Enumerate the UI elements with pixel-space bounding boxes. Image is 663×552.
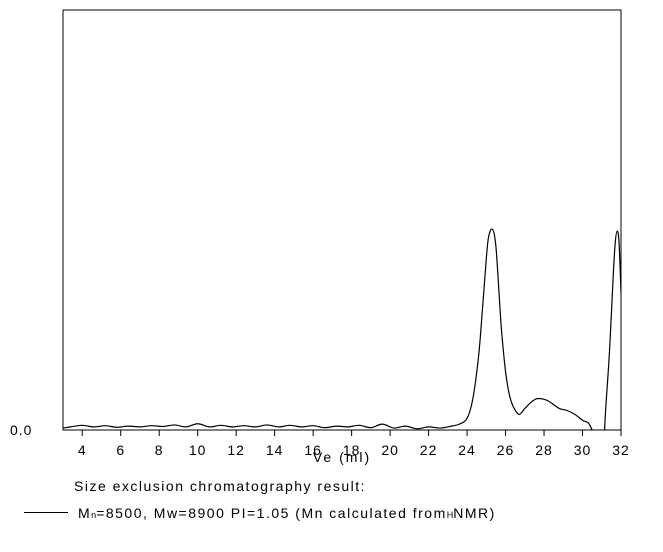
x-tick-label-14: 14 <box>266 442 284 458</box>
x-tick-label-20: 20 <box>381 442 399 458</box>
plot-area-frame <box>62 9 622 431</box>
legend-m-symbol: M <box>78 505 92 521</box>
x-tick-label-4: 4 <box>78 442 87 458</box>
legend-text-b: NMR) <box>453 505 496 521</box>
x-tick-label-8: 8 <box>155 442 164 458</box>
x-tick-label-12: 12 <box>227 442 245 458</box>
x-tick-label-26: 26 <box>497 442 515 458</box>
legend-superscript: H <box>446 510 454 520</box>
x-axis-tick-labels: 4 6 8 10 12 14 16 18 20 22 24 26 28 30 32 <box>78 442 630 458</box>
x-tick-label-24: 24 <box>458 442 476 458</box>
x-tick-label-30: 30 <box>574 442 592 458</box>
x-tick-label-32: 32 <box>612 442 630 458</box>
legend-line-swatch <box>24 512 68 513</box>
x-axis-ticks <box>81 430 622 436</box>
series-line-chromatogram <box>63 228 621 430</box>
x-axis-title: Ve (ml) <box>313 449 371 465</box>
x-tick-label-10: 10 <box>189 442 207 458</box>
legend-m-subscript: n <box>91 510 97 520</box>
y-tick-label-zero: 0.0 <box>10 422 32 438</box>
x-tick-label-28: 28 <box>535 442 553 458</box>
x-tick-label-16: 16 <box>304 442 322 458</box>
x-tick-label-18: 18 <box>343 442 361 458</box>
x-tick-label-22: 22 <box>420 442 438 458</box>
caption-title: Size exclusion chromatography result: <box>74 478 367 494</box>
x-tick-label-6: 6 <box>116 442 125 458</box>
legend-text-a: =8500, Mw=8900 PI=1.05 (Mn calculated fr… <box>96 505 447 521</box>
